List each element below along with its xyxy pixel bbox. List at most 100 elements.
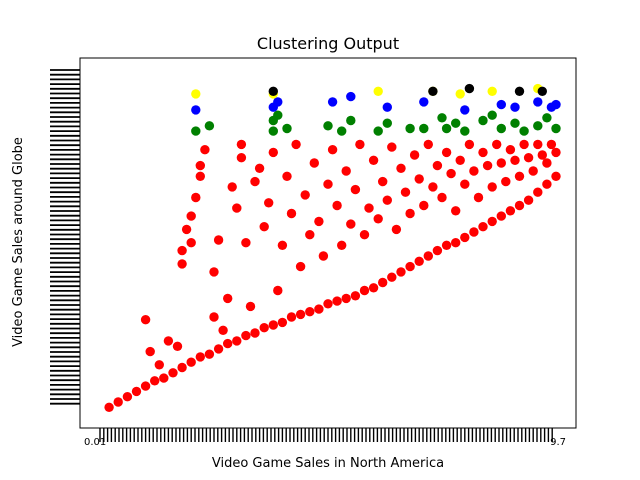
- point-cluster-0-85: [295, 261, 306, 272]
- point-cluster-0-16: [250, 328, 260, 338]
- point-cluster-3-4: [455, 89, 465, 99]
- point-cluster-1-24: [487, 110, 497, 120]
- point-cluster-0-53: [163, 336, 174, 346]
- point-cluster-0-74: [245, 301, 256, 312]
- point-cluster-0-128: [492, 139, 502, 150]
- point-cluster-0-127: [487, 182, 497, 192]
- point-cluster-0-50: [140, 315, 151, 325]
- point-cluster-0-75: [250, 176, 260, 187]
- point-cluster-0-64: [209, 312, 219, 322]
- point-cluster-0-69: [227, 182, 237, 192]
- x-axis-label: Video Game Sales in North America: [212, 456, 444, 471]
- point-cluster-0-14: [232, 336, 242, 346]
- point-cluster-0-54: [172, 341, 183, 351]
- point-cluster-0-11: [204, 349, 215, 359]
- point-cluster-1-20: [533, 121, 543, 131]
- point-cluster-1-23: [405, 123, 415, 134]
- point-cluster-0-92: [327, 145, 338, 155]
- point-cluster-0-97: [350, 184, 361, 195]
- point-cluster-0-83: [286, 208, 297, 219]
- point-cluster-0-68: [223, 293, 233, 304]
- y-axis-label: Video Game Sales around Globe: [11, 137, 26, 347]
- point-cluster-1-15: [460, 126, 470, 136]
- point-cluster-0-58: [186, 238, 196, 248]
- point-cluster-0-18: [268, 320, 278, 330]
- point-cluster-0-29: [368, 283, 379, 293]
- point-cluster-0-22: [305, 307, 315, 317]
- point-cluster-0-17: [259, 323, 269, 333]
- point-cluster-0-35: [423, 251, 433, 261]
- point-cluster-0-140: [546, 139, 557, 150]
- point-cluster-2-3: [327, 97, 338, 107]
- point-cluster-0-122: [464, 139, 475, 150]
- point-cluster-0-91: [323, 179, 333, 189]
- point-cluster-4-4: [537, 86, 547, 97]
- point-cluster-0-94: [337, 240, 347, 250]
- point-cluster-3-2: [373, 86, 383, 97]
- point-cluster-0-47: [533, 187, 543, 197]
- point-cluster-0-90: [318, 251, 329, 261]
- point-cluster-0-12: [213, 344, 224, 354]
- point-cluster-0-43: [496, 211, 506, 221]
- point-cluster-0-15: [241, 330, 251, 341]
- point-cluster-1-14: [451, 118, 461, 128]
- point-cluster-0-79: [268, 147, 278, 158]
- point-cluster-4-3: [514, 86, 525, 97]
- point-cluster-0-37: [441, 240, 452, 250]
- point-cluster-0-30: [378, 277, 388, 288]
- point-cluster-1-17: [496, 123, 506, 134]
- point-cluster-0-108: [400, 187, 411, 197]
- point-cluster-0-45: [514, 200, 525, 211]
- point-cluster-0-109: [405, 208, 415, 219]
- point-cluster-0-40: [469, 227, 479, 237]
- point-cluster-0-117: [441, 147, 452, 158]
- point-cluster-3-0: [191, 89, 201, 99]
- point-cluster-0-71: [236, 153, 247, 163]
- point-cluster-0-2: [122, 392, 133, 402]
- point-cluster-1-5: [282, 123, 292, 134]
- point-cluster-0-8: [177, 362, 187, 373]
- point-cluster-0-130: [501, 176, 511, 187]
- point-cluster-2-5: [382, 102, 392, 112]
- point-cluster-0-27: [350, 291, 361, 301]
- point-cluster-1-9: [373, 126, 383, 136]
- point-cluster-0-107: [396, 163, 406, 173]
- point-cluster-1-21: [542, 113, 552, 123]
- point-cluster-4-2: [464, 83, 475, 94]
- point-cluster-0-44: [505, 206, 516, 216]
- point-cluster-0-100: [364, 203, 374, 213]
- point-cluster-0-114: [428, 182, 438, 192]
- point-cluster-0-66: [213, 235, 224, 245]
- point-cluster-0-103: [378, 176, 388, 187]
- point-cluster-0-84: [291, 139, 301, 150]
- point-cluster-0-21: [295, 309, 306, 320]
- point-cluster-0-32: [396, 267, 406, 277]
- point-cluster-4-1: [428, 86, 438, 97]
- point-cluster-0-36: [432, 245, 443, 256]
- point-cluster-0-6: [159, 373, 169, 383]
- point-cluster-0-139: [542, 158, 552, 168]
- point-cluster-0-113: [423, 139, 433, 150]
- point-cluster-0-141: [551, 147, 561, 158]
- point-cluster-0-38: [451, 238, 461, 248]
- point-cluster-0-39: [460, 232, 470, 243]
- point-cluster-1-4: [273, 110, 283, 120]
- point-cluster-3-5: [487, 86, 497, 97]
- point-cluster-0-118: [446, 168, 456, 179]
- point-cluster-0-41: [478, 222, 488, 232]
- plot-frame: [79, 57, 577, 429]
- point-cluster-0-134: [519, 139, 529, 150]
- point-cluster-0-88: [309, 158, 319, 168]
- point-cluster-0-96: [346, 219, 356, 229]
- point-cluster-0-119: [451, 206, 461, 216]
- point-cluster-2-7: [460, 105, 470, 115]
- point-cluster-1-2: [268, 126, 278, 136]
- x-tick-label-start: 0.01: [84, 437, 106, 448]
- point-cluster-2-8: [496, 99, 506, 110]
- point-cluster-0-56: [177, 245, 187, 256]
- point-cluster-1-12: [437, 113, 447, 123]
- point-cluster-0-126: [482, 160, 493, 171]
- point-cluster-0-62: [195, 160, 205, 171]
